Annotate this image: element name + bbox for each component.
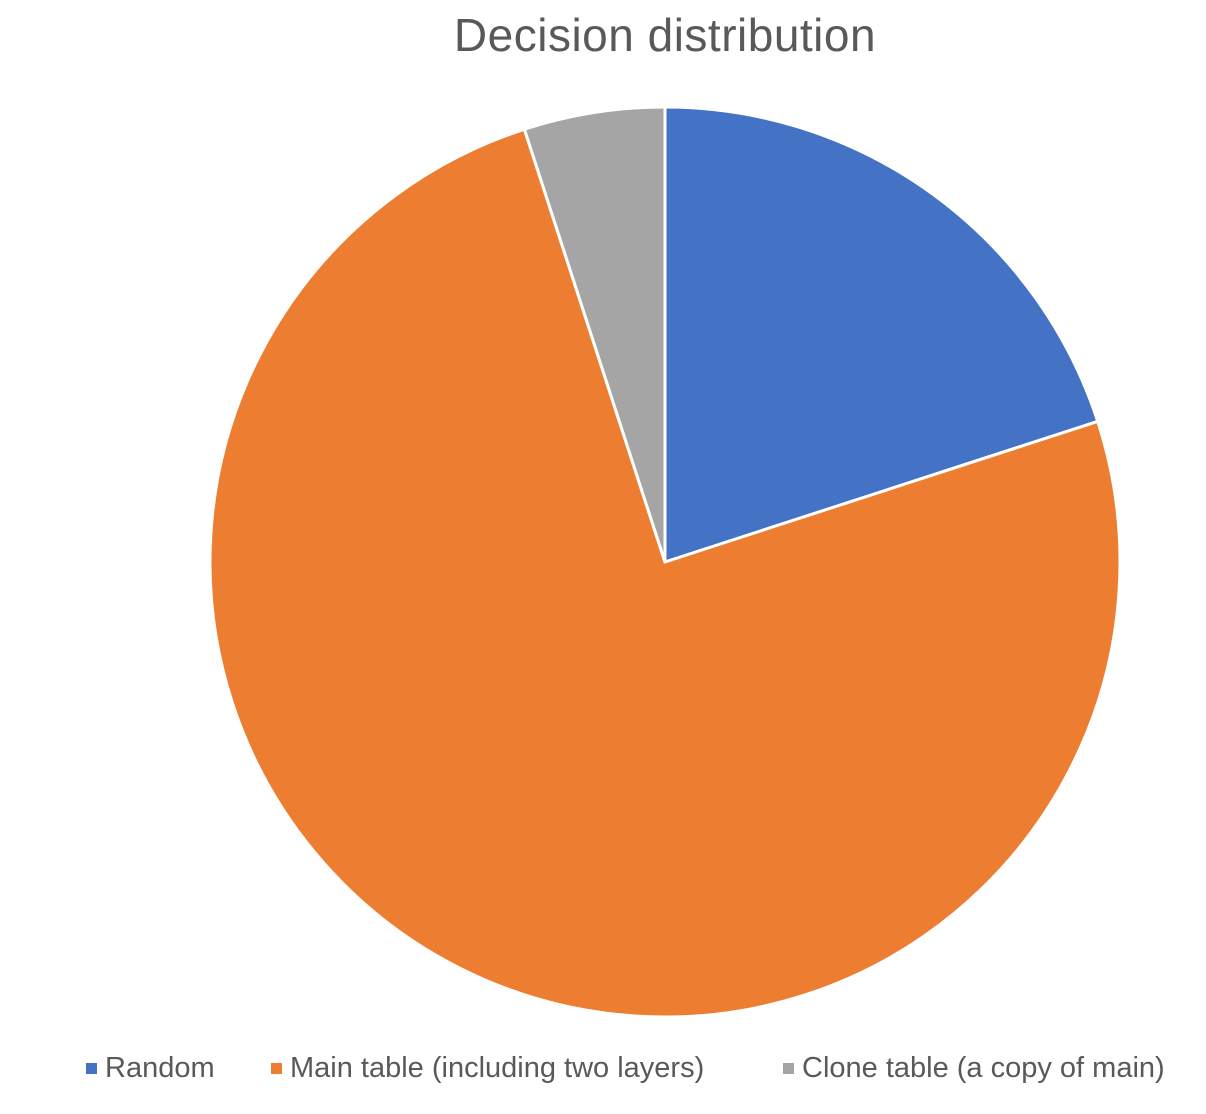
- chart-title: Decision distribution: [453, 9, 877, 61]
- legend-label-clone-table: Clone table (a copy of main): [802, 1052, 1165, 1084]
- pie-slice-main-table: [208, 127, 1122, 1019]
- pie-slice-clone-table: [522, 105, 667, 564]
- pie-chart: [208, 105, 1122, 1019]
- legend-item-main-table: Main table (including two layers): [271, 1052, 704, 1085]
- legend-label-random: Random: [105, 1052, 215, 1084]
- pie-slice-random: [663, 105, 1100, 564]
- legend-swatch-random: [86, 1063, 97, 1074]
- legend-swatch-main-table: [271, 1063, 282, 1074]
- legend: Random Main table (including two layers)…: [0, 1052, 1206, 1096]
- legend-label-main-table: Main table (including two layers): [290, 1052, 705, 1084]
- legend-item-random: Random: [86, 1052, 215, 1085]
- legend-item-clone-table: Clone table (a copy of main): [783, 1052, 1165, 1085]
- legend-swatch-clone-table: [783, 1063, 794, 1074]
